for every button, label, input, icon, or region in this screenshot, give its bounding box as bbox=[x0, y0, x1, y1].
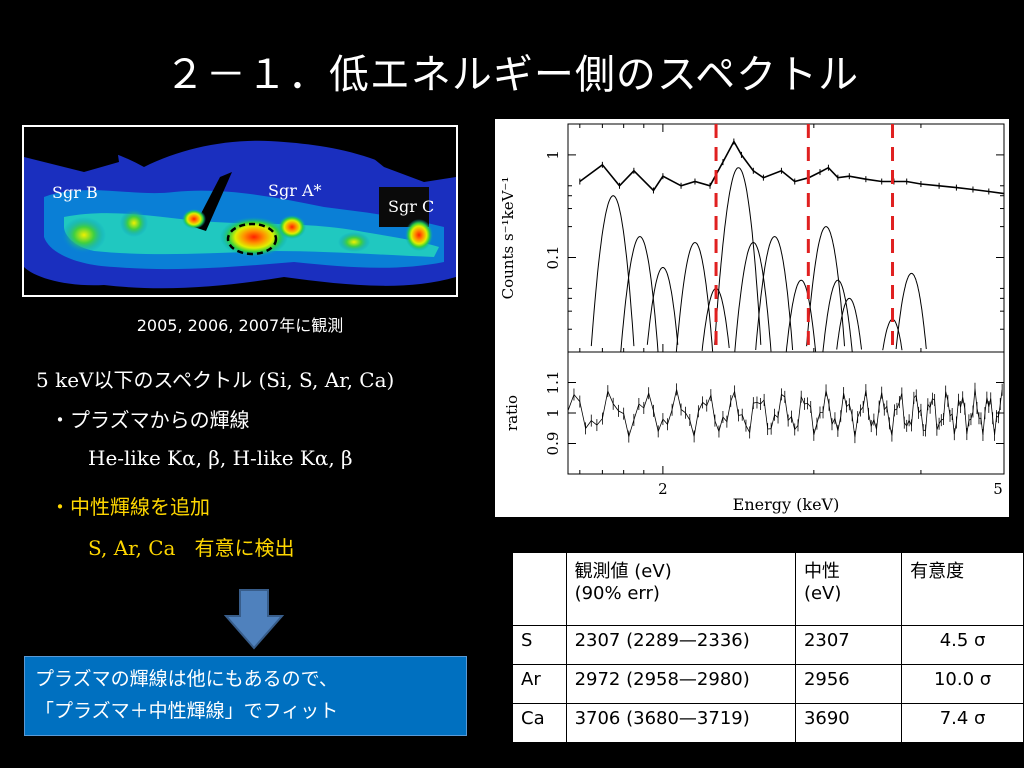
slide-title: ２－１．低エネルギー側のスペクトル bbox=[164, 52, 860, 98]
plasma-lines-bullet: ・プラズマからの輝線 bbox=[50, 408, 250, 432]
map-caption: 2005, 2006, 2007年に観測 bbox=[136, 316, 344, 335]
sgr-b-label: Sgr B bbox=[52, 183, 98, 202]
line-component bbox=[620, 236, 659, 352]
line-component bbox=[836, 297, 862, 350]
table-cell: 3706 (3680—3719) bbox=[565, 703, 796, 743]
table-cell: 10.0 σ bbox=[901, 664, 1024, 704]
region-ellipse bbox=[226, 222, 278, 256]
table-cell: Ar bbox=[512, 664, 567, 704]
table-cell: 2307 bbox=[794, 625, 903, 665]
line-component bbox=[806, 226, 845, 347]
table-cell: Ca bbox=[512, 703, 567, 743]
table-cell: 2307 (2289—2336) bbox=[565, 625, 796, 665]
neutral-lines-result: S, Ar, Ca 有意に検出 bbox=[88, 532, 295, 561]
spectrum-plot: 2 5 Energy (keV) 0.1 1 Counts s⁻¹keV⁻¹ 0.9 1 1.1… bbox=[495, 119, 1009, 517]
line-component bbox=[675, 242, 714, 352]
line-component bbox=[895, 272, 927, 350]
neutral-elements: S, Ar, Ca bbox=[88, 536, 176, 560]
sgr-a-label: Sgr A* bbox=[268, 181, 322, 200]
y-axis-label-bottom: ratio bbox=[503, 395, 521, 431]
ratio-tick-label: 1.1 bbox=[544, 371, 562, 395]
line-component bbox=[755, 236, 794, 351]
table-cell: 2956 bbox=[794, 664, 903, 704]
callout-line-1: プラズマの輝線は他にもあるので、 bbox=[35, 668, 338, 690]
table-cell: S bbox=[512, 625, 567, 665]
ratio-tick-label: 0.9 bbox=[544, 432, 562, 456]
line-component bbox=[646, 267, 679, 345]
y-tick-label: 1 bbox=[544, 150, 562, 160]
neutral-detection-note: 有意に検出 bbox=[194, 536, 295, 560]
total-model-line bbox=[579, 139, 1005, 195]
plot-frame bbox=[567, 123, 1005, 475]
table-header-row: 観測値 (eV) (90% err) 中性 (eV) 有意度 bbox=[512, 552, 1024, 626]
ratio-points bbox=[567, 388, 1003, 439]
table-cell: 4.5 σ bbox=[901, 625, 1024, 665]
plasma-lines-list: He-like Kα, β, H-like Kα, β bbox=[88, 446, 353, 470]
sgr-c-label: Sgr C bbox=[388, 197, 435, 216]
fit-callout: プラズマの輝線は他にもあるので、 「プラズマ＋中性輝線」でフィット bbox=[24, 656, 467, 736]
table-cell: 2972 (2958—2980) bbox=[565, 664, 796, 704]
spectrum-heading: 5 keV以下のスペクトル (Si, S, Ar, Ca) bbox=[36, 368, 395, 392]
ratio-tick-label: 1 bbox=[544, 408, 562, 418]
x-tick-label: 2 bbox=[658, 480, 668, 498]
y-axis-label-top: Counts s⁻¹keV⁻¹ bbox=[499, 177, 517, 300]
table-cell: 3690 bbox=[794, 703, 903, 743]
xray-map: Sgr B Sgr A* Sgr C bbox=[22, 125, 458, 297]
line-component bbox=[785, 279, 817, 352]
table-header-cell: 中性 (eV) bbox=[794, 552, 903, 626]
line-component bbox=[590, 195, 635, 347]
table-header-cell: 観測値 (eV) (90% err) bbox=[565, 552, 796, 626]
line-energy-table: 観測値 (eV) (90% err) 中性 (eV) 有意度 S 2307 (2289—23… bbox=[512, 552, 1024, 743]
table-header-cell: 有意度 bbox=[901, 552, 1024, 626]
neutral-lines-bullet: ・中性輝線を追加 bbox=[50, 495, 210, 519]
table-header-cell bbox=[512, 552, 567, 626]
table-cell: 7.4 σ bbox=[901, 703, 1024, 743]
spectrum-chart: 2 5 Energy (keV) 0.1 1 Counts s⁻¹keV⁻¹ 0.9 1 1.1… bbox=[499, 123, 1005, 514]
xray-map-image bbox=[24, 127, 456, 295]
table-row: S 2307 (2289—2336) 2307 4.5 σ bbox=[512, 625, 1024, 665]
line-component bbox=[734, 241, 772, 352]
callout-line-2: 「プラズマ＋中性輝線」でフィット bbox=[35, 700, 339, 722]
x-tick-label: 5 bbox=[993, 480, 1003, 498]
x-axis-label: Energy (keV) bbox=[733, 495, 840, 514]
table-row: Ca 3706 (3680—3719) 3690 7.4 σ bbox=[512, 703, 1024, 743]
y-tick-label: 0.1 bbox=[544, 246, 562, 270]
line-component bbox=[714, 167, 762, 345]
table-row: Ar 2972 (2958—2980) 2956 10.0 σ bbox=[512, 664, 1024, 704]
line-component bbox=[822, 279, 853, 352]
down-arrow-icon bbox=[224, 589, 284, 650]
